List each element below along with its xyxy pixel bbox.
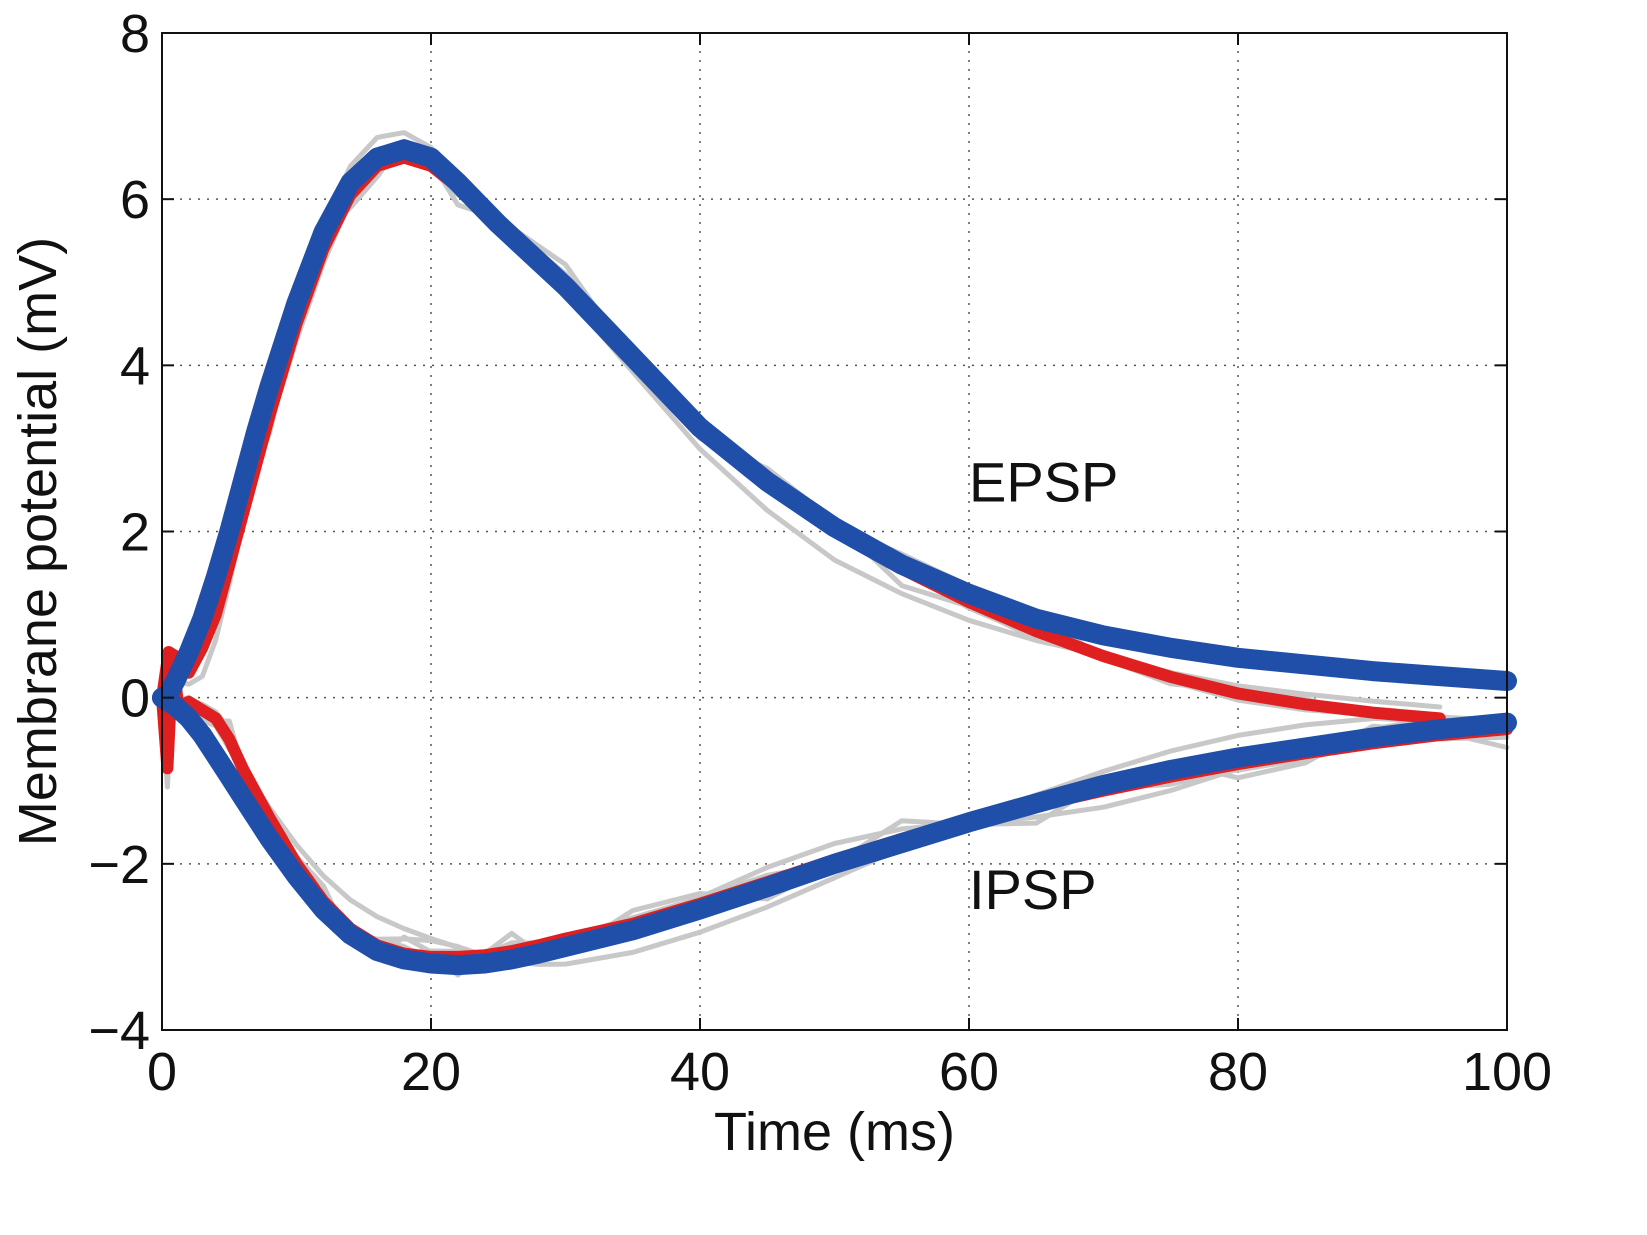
tick-labels: 0 20 40 60 80 100 −4 −2 0 2 4 6 8 [88,4,1552,1102]
x-tick-label: 40 [670,1042,730,1102]
annotation-ipsp: IPSP [969,858,1097,921]
annotation-epsp: EPSP [969,451,1118,514]
y-tick-label: 4 [120,336,150,396]
x-tick-label: 80 [1208,1042,1268,1102]
data-series [152,139,1517,976]
y-tick-label: −4 [88,1001,150,1061]
model-trace-line [152,139,1517,708]
axis-ticks [161,32,1508,1031]
model-trace-line [152,687,1517,976]
y-tick-label: 8 [120,4,150,64]
x-tick-label: 100 [1462,1042,1552,1102]
x-tick-label: 60 [939,1042,999,1102]
y-axis-label: Membrane potential (mV) [8,237,68,846]
y-tick-label: −2 [88,835,150,895]
y-tick-label: 2 [120,503,150,563]
y-tick-label: 0 [120,669,150,729]
y-tick-label: 6 [120,170,150,230]
x-tick-label: 20 [401,1042,461,1102]
x-tick-label: 0 [147,1042,177,1102]
x-axis-label: Time (ms) [714,1102,955,1162]
